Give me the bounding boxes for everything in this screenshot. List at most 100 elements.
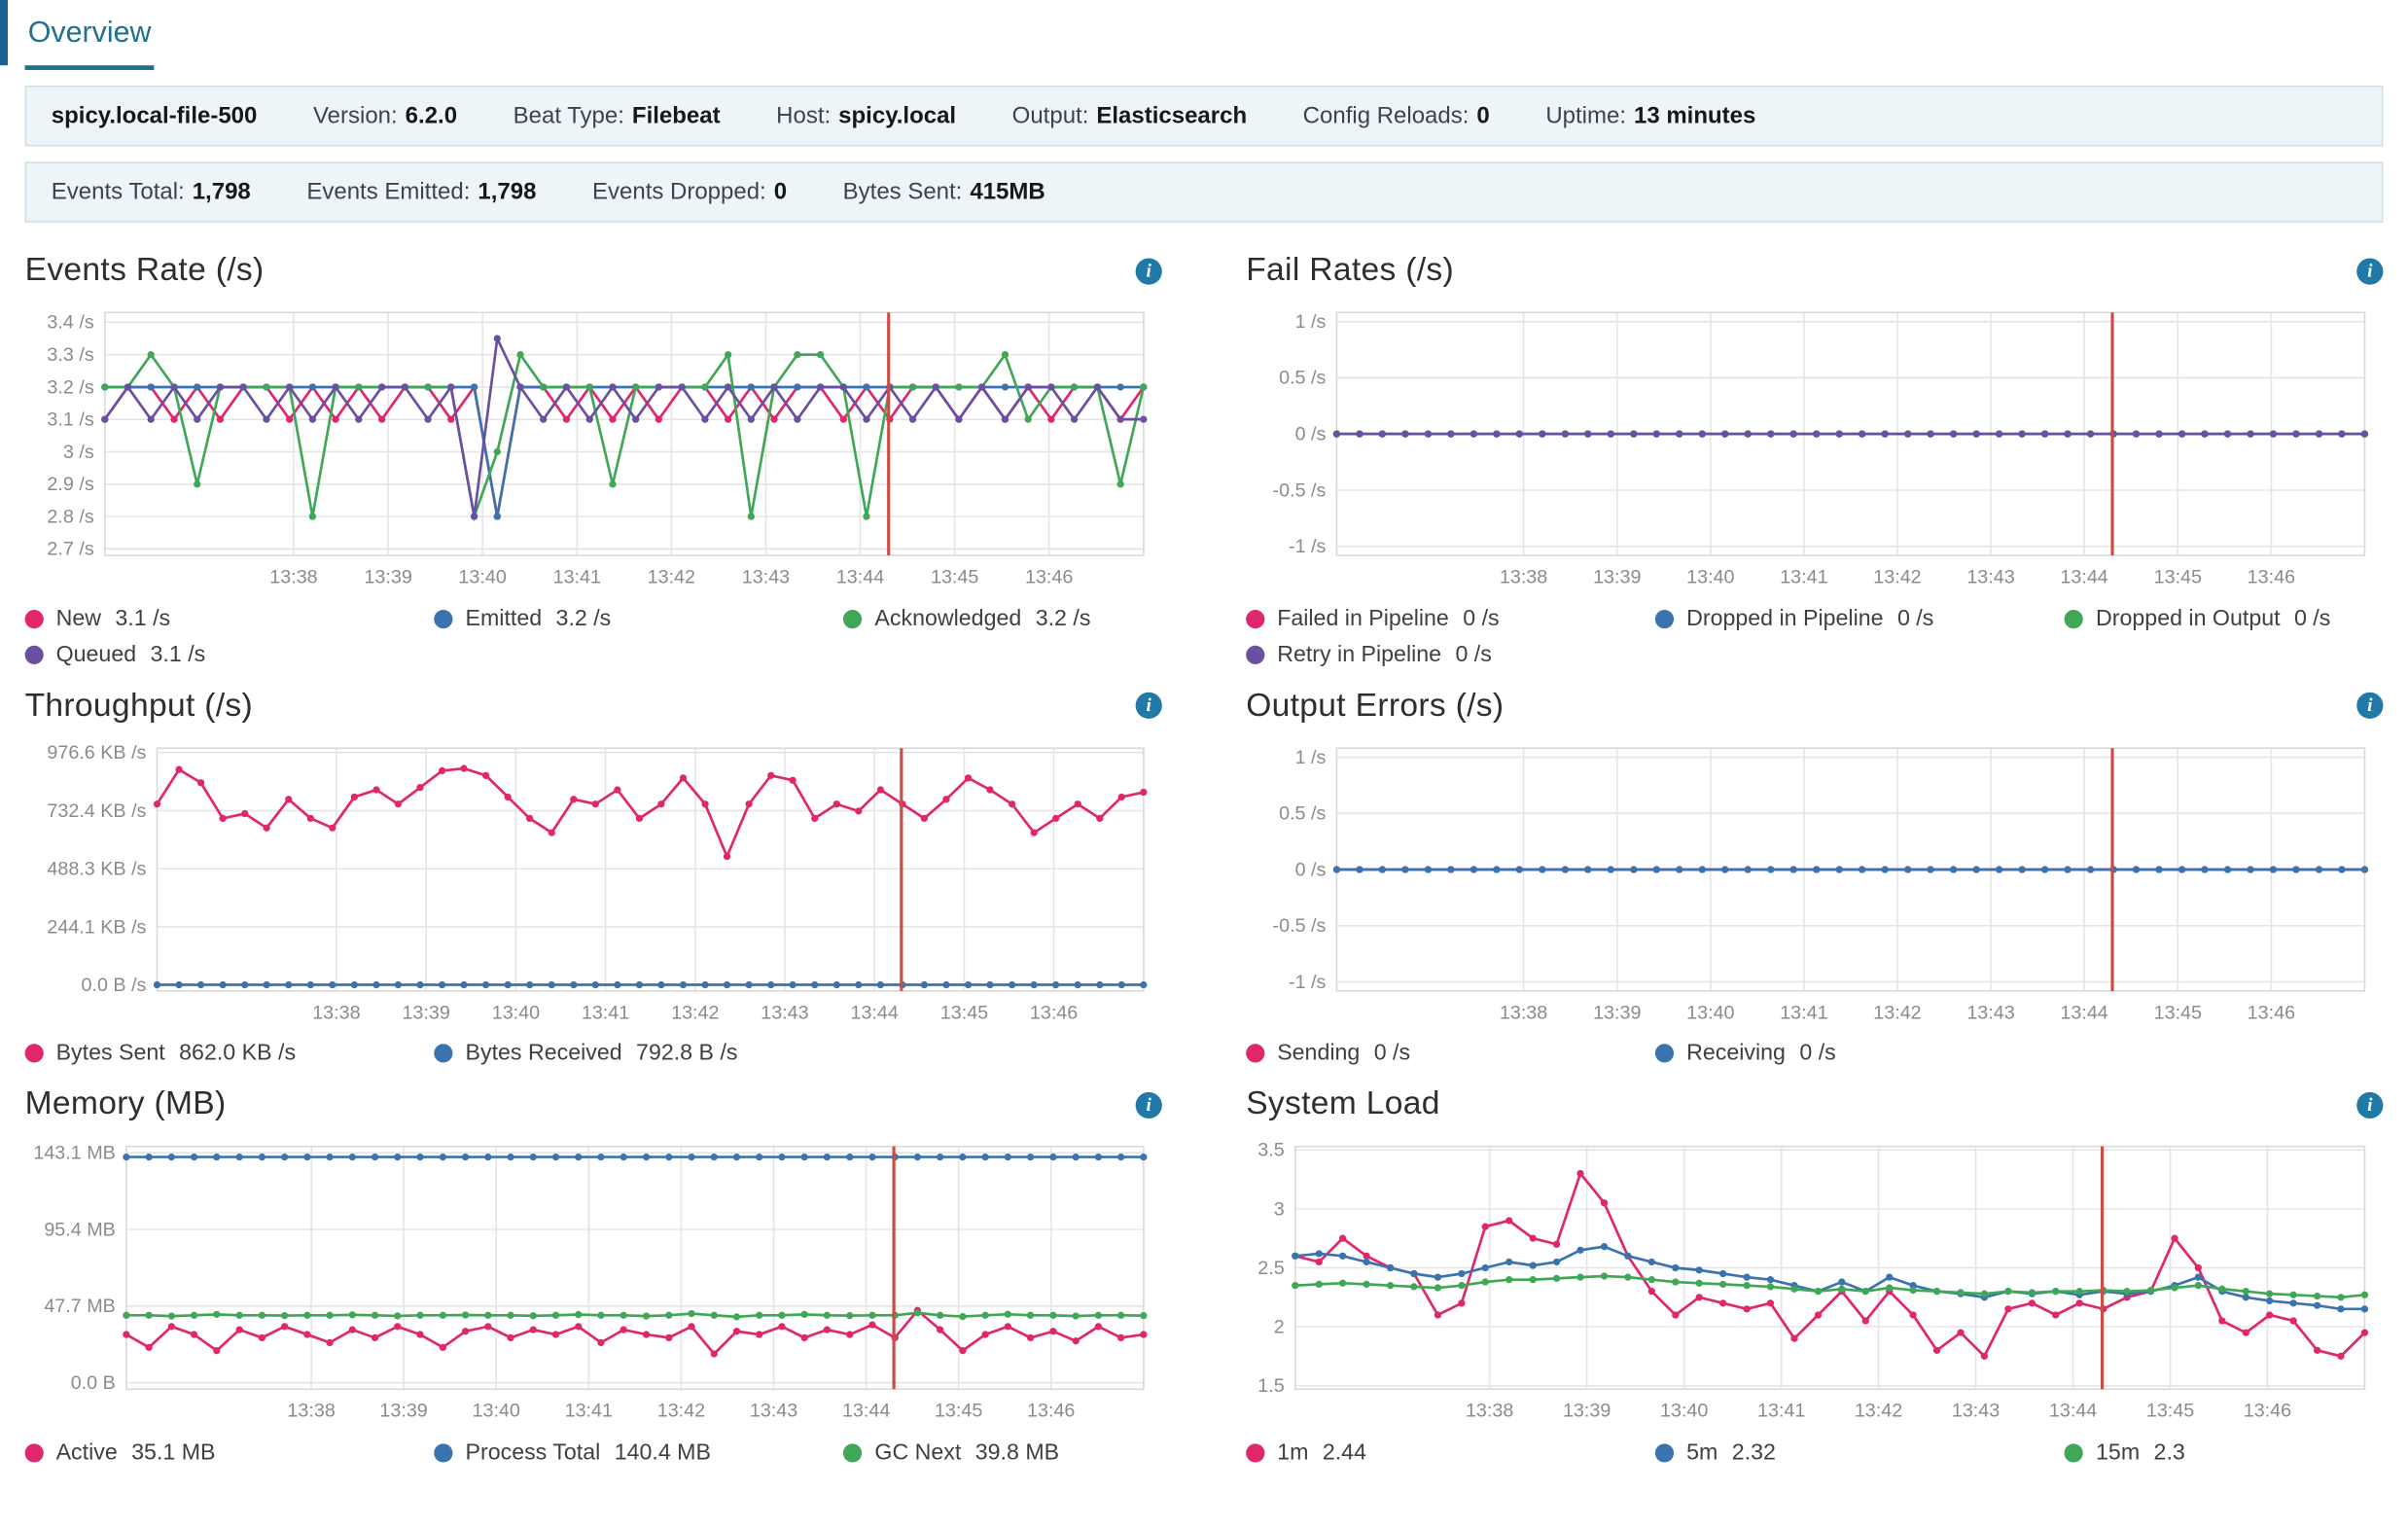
stat-events-total: Events Total: 1,798 <box>51 178 251 206</box>
throughput-plot[interactable]: 976.6 KB /s 732.4 KB /s 488.3 KB /s 244.1 K… <box>25 735 1162 1030</box>
svg-text:95.4 MB: 95.4 MB <box>44 1220 116 1241</box>
legend-item-dropped-in-pipeline[interactable]: Dropped in Pipeline 0 /s <box>1655 603 2065 634</box>
svg-text:3.4 /s: 3.4 /s <box>47 312 93 334</box>
svg-text:13:46: 13:46 <box>1025 566 1073 587</box>
info-icon[interactable]: i <box>1135 257 1162 284</box>
chart-events-rate: Events Rate (/s) i 3.4 /s 3.3 /s 3.2 /s 3.1… <box>24 241 1162 670</box>
svg-text:13:40: 13:40 <box>458 566 506 587</box>
info-icon[interactable]: i <box>2356 257 2384 284</box>
legend-dot-icon <box>2065 609 2084 628</box>
legend-value: 0 /s <box>1463 606 1500 631</box>
legend-item-acknowledged[interactable]: Acknowledged 3.2 /s <box>843 603 1161 634</box>
svg-text:13:46: 13:46 <box>2248 1002 2295 1023</box>
beat-name: spicy.local-file-500 <box>51 102 258 129</box>
tab-overview[interactable]: Overview <box>24 18 155 70</box>
legend-item-sending[interactable]: Sending 0 /s <box>1246 1038 1655 1069</box>
stat-events-emitted: Events Emitted: 1,798 <box>306 178 537 206</box>
throughput-legend: Bytes Sent 862.0 KB /s Bytes Received 792.8… <box>24 1038 1162 1069</box>
legend-dot-icon <box>434 1044 453 1063</box>
svg-text:244.1 KB /s: 244.1 KB /s <box>47 916 146 938</box>
beat-type: Beat Type: Filebeat <box>513 102 721 129</box>
legend-value: 39.8 MB <box>974 1440 1060 1466</box>
chart-system-load: System Load i 3.5 3 2.5 2 1.5 13:38 13:39 13:40… <box>1246 1076 2384 1469</box>
legend-value: 3.1 /s <box>150 642 206 667</box>
legend-dot-icon <box>1655 609 1675 628</box>
system-load-legend: 1m 2.44 5m 2.32 15m 2.3 <box>1246 1438 2383 1469</box>
legend-value: 35.1 MB <box>131 1440 216 1466</box>
legend-item-15m[interactable]: 15m 2.3 <box>2065 1438 2383 1469</box>
svg-text:0.0 B: 0.0 B <box>71 1372 116 1394</box>
svg-text:13:44: 13:44 <box>2049 1401 2097 1422</box>
svg-text:13:43: 13:43 <box>750 1401 797 1422</box>
legend-item-emitted[interactable]: Emitted 3.2 /s <box>434 603 844 634</box>
svg-text:13:39: 13:39 <box>364 566 411 587</box>
chart-output-errors: Output Errors (/s) i 1 /s 0.5 /s 0 /s -0.5 … <box>1246 676 2384 1069</box>
svg-text:13:43: 13:43 <box>1966 1002 2014 1023</box>
svg-text:13:41: 13:41 <box>1780 1002 1827 1023</box>
legend-dot-icon <box>1246 1044 1265 1063</box>
svg-text:13:40: 13:40 <box>492 1002 540 1023</box>
legend-item-dropped-in-output[interactable]: Dropped in Output 0 /s <box>2065 603 2383 634</box>
legend-label: Emitted <box>465 606 543 631</box>
chart-title: Events Rate (/s) <box>24 252 265 288</box>
events-rate-legend: New 3.1 /s Emitted 3.2 /s Acknowledged 3.2 /s… <box>24 603 1162 670</box>
legend-dot-icon <box>1655 1443 1675 1463</box>
memory-plot[interactable]: 143.1 MB 95.4 MB 47.7 MB 0.0 B 13:38 13:39 13:… <box>25 1135 1162 1430</box>
legend-item-queued[interactable]: Queued 3.1 /s <box>24 639 435 670</box>
legend-item-1m[interactable]: 1m 2.44 <box>1246 1438 1655 1469</box>
svg-text:13:39: 13:39 <box>1593 566 1641 587</box>
legend-value: 862.0 KB /s <box>179 1041 297 1067</box>
legend-item-new[interactable]: New 3.1 /s <box>24 603 435 634</box>
info-icon[interactable]: i <box>1135 1091 1162 1119</box>
legend-dot-icon <box>843 1443 863 1463</box>
legend-item-bytes-sent[interactable]: Bytes Sent 862.0 KB /s <box>24 1038 435 1069</box>
stat-events-dropped: Events Dropped: 0 <box>592 178 788 206</box>
info-icon[interactable]: i <box>2356 1091 2384 1119</box>
output-errors-plot[interactable]: 1 /s 0.5 /s 0 /s -0.5 /s -1 /s 13:38 13:39 13:4… <box>1246 735 2383 1030</box>
svg-text:13:46: 13:46 <box>1027 1401 1075 1422</box>
svg-text:13:42: 13:42 <box>648 566 695 587</box>
legend-label: Dropped in Pipeline <box>1686 606 1884 631</box>
legend-item-5m[interactable]: 5m 2.32 <box>1655 1438 2065 1469</box>
legend-item-bytes-received[interactable]: Bytes Received 792.8 B /s <box>434 1038 844 1069</box>
svg-text:13:42: 13:42 <box>657 1401 705 1422</box>
legend-value: 2.32 <box>1731 1440 1776 1466</box>
svg-text:143.1 MB: 143.1 MB <box>33 1143 115 1164</box>
beat-uptime: Uptime: 13 minutes <box>1545 102 1756 129</box>
legend-label: Sending <box>1277 1041 1361 1067</box>
chart-title: Memory (MB) <box>24 1085 227 1122</box>
svg-text:-1 /s: -1 /s <box>1289 536 1327 557</box>
svg-text:488.3 KB /s: 488.3 KB /s <box>47 858 146 879</box>
svg-text:976.6 KB /s: 976.6 KB /s <box>47 742 146 764</box>
beat-version: Version: 6.2.0 <box>312 102 458 129</box>
svg-text:0.5 /s: 0.5 /s <box>1279 802 1326 824</box>
fail-rates-plot[interactable]: 1 /s 0.5 /s 0 /s -0.5 /s -1 /s 13:38 13:39 13:4… <box>1246 301 2383 595</box>
legend-dot-icon <box>24 609 44 628</box>
legend-item-process-total[interactable]: Process Total 140.4 MB <box>434 1438 844 1469</box>
info-icon[interactable]: i <box>2356 693 2384 720</box>
legend-dot-icon <box>434 609 453 628</box>
svg-text:13:46: 13:46 <box>2248 566 2295 587</box>
legend-dot-icon <box>1246 609 1265 628</box>
memory-legend: Active 35.1 MB Process Total 140.4 MB GC Nex… <box>24 1438 1162 1469</box>
svg-text:2: 2 <box>1274 1317 1285 1338</box>
info-icon[interactable]: i <box>1135 693 1162 720</box>
events-rate-plot[interactable]: 3.4 /s 3.3 /s 3.2 /s 3.1 /s 3 /s 2.9 /s 2.8 /s… <box>25 301 1162 595</box>
legend-label: 1m <box>1277 1440 1309 1466</box>
svg-text:13:44: 13:44 <box>836 566 884 587</box>
legend-item-retry-in-pipeline[interactable]: Retry in Pipeline 0 /s <box>1246 639 1655 670</box>
legend-item-receiving[interactable]: Receiving 0 /s <box>1655 1038 2065 1069</box>
svg-text:13:41: 13:41 <box>582 1002 629 1023</box>
svg-text:13:40: 13:40 <box>473 1401 520 1422</box>
legend-item-active[interactable]: Active 35.1 MB <box>24 1438 435 1469</box>
legend-label: Bytes Sent <box>55 1041 165 1067</box>
legend-item-failed-in-pipeline[interactable]: Failed in Pipeline 0 /s <box>1246 603 1655 634</box>
legend-item-gc-next[interactable]: GC Next 39.8 MB <box>843 1438 1161 1469</box>
svg-text:13:41: 13:41 <box>553 566 601 587</box>
legend-value: 0 /s <box>1455 642 1492 667</box>
svg-text:13:45: 13:45 <box>2154 1002 2202 1023</box>
legend-dot-icon <box>1246 645 1265 664</box>
system-load-plot[interactable]: 3.5 3 2.5 2 1.5 13:38 13:39 13:40 13:41 13:42 13:4… <box>1246 1135 2383 1430</box>
chart-title: Fail Rates (/s) <box>1246 252 1455 288</box>
legend-dot-icon <box>434 1443 453 1463</box>
